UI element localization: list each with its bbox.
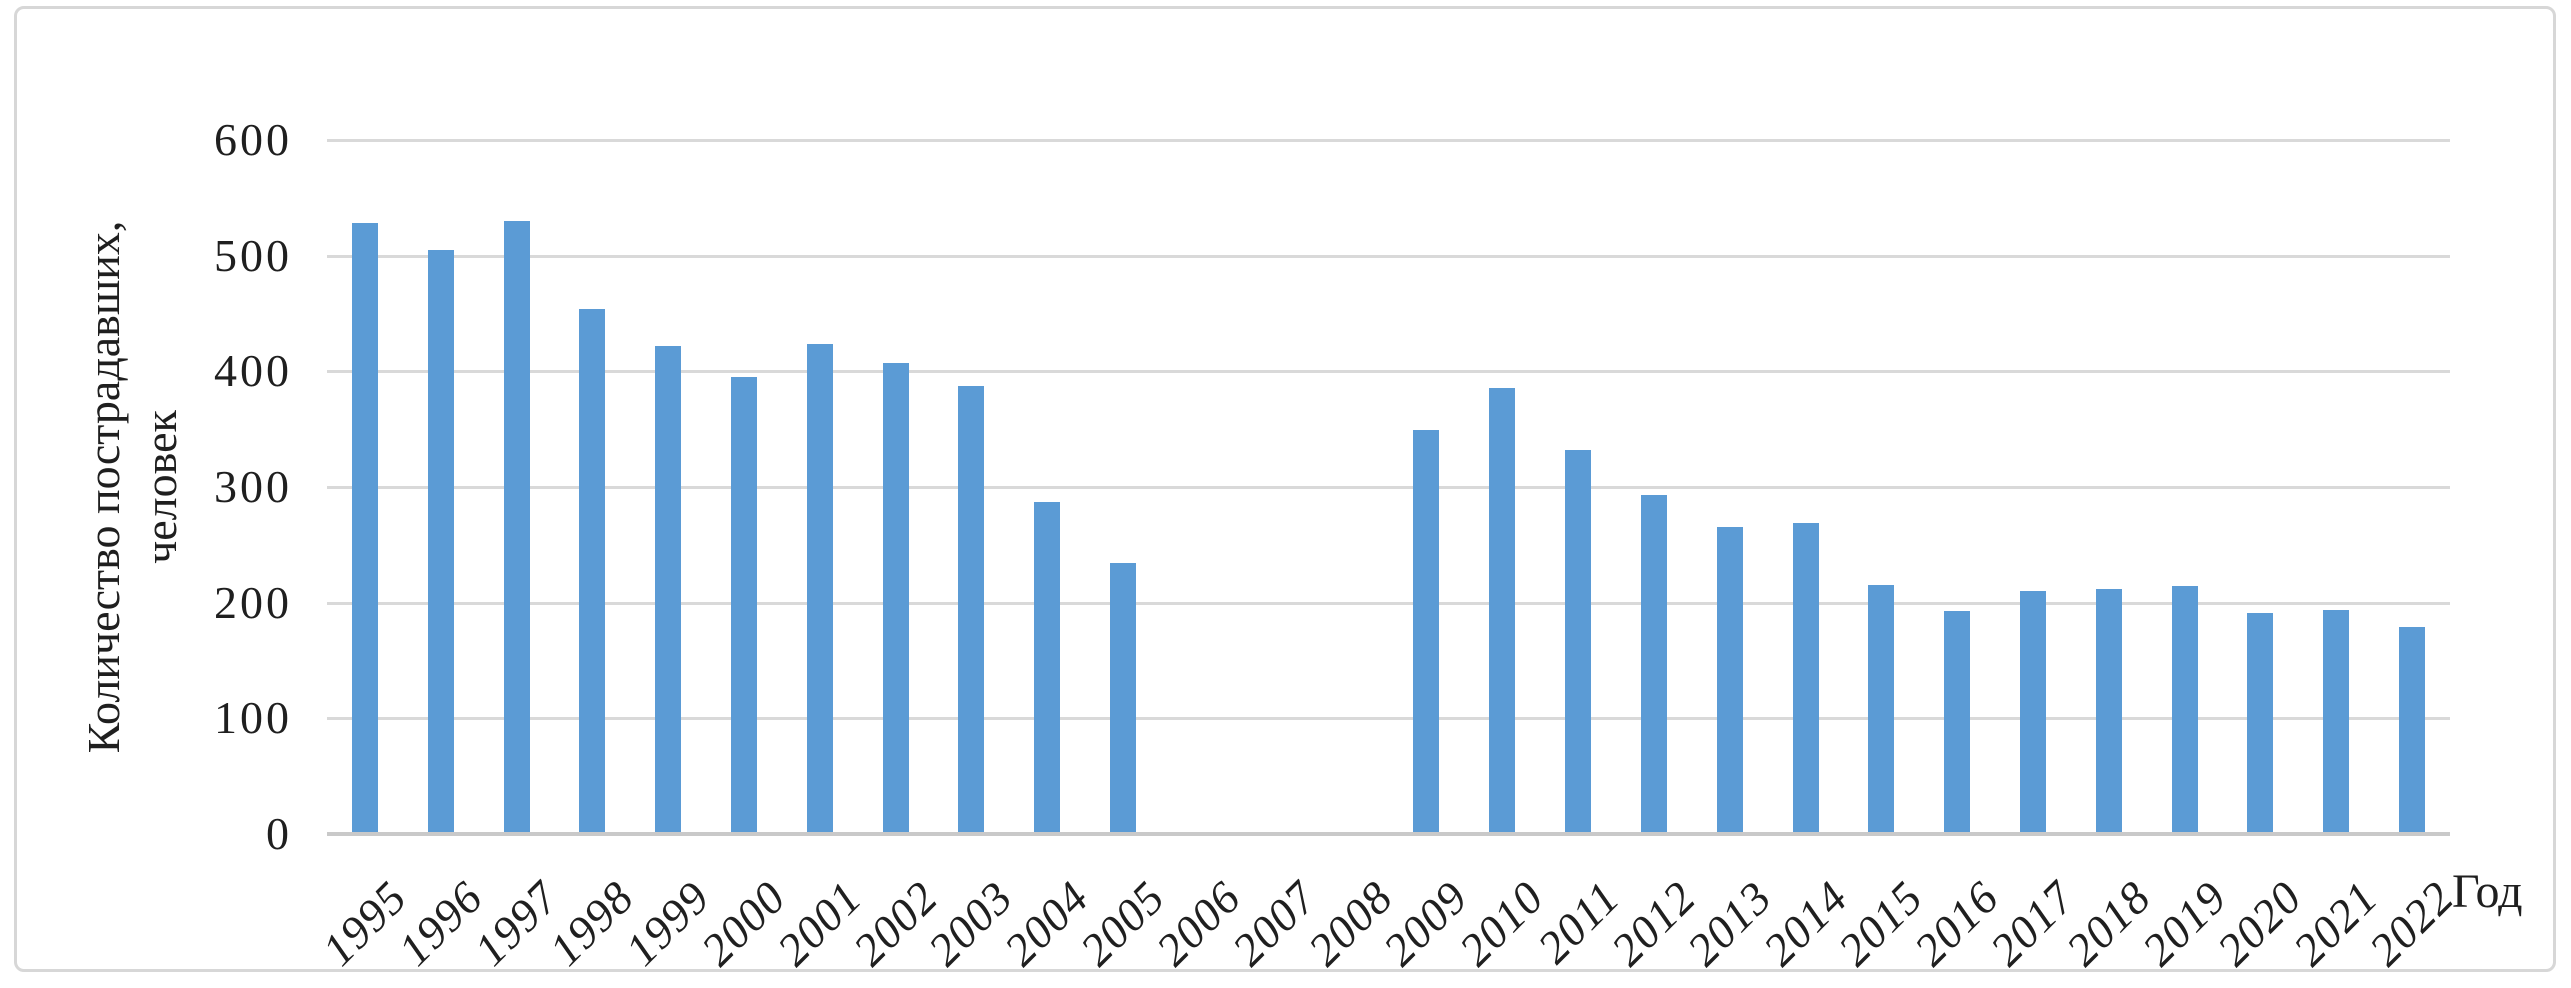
bar-1998 [579, 308, 606, 834]
y-tick-label-400: 400 [214, 345, 292, 397]
bar-2014 [1792, 522, 1819, 834]
bar-2011 [1565, 449, 1592, 834]
bar-2002 [882, 363, 909, 834]
gridline-100 [327, 717, 2450, 721]
gridline-500 [327, 254, 2450, 258]
bar-2022 [2399, 626, 2426, 834]
bar-2016 [1944, 610, 1971, 834]
x-axis-title: Год [2452, 865, 2523, 918]
bar-2000 [731, 377, 758, 834]
gridline-600 [327, 139, 2450, 142]
bar-2021 [2323, 609, 2350, 834]
bar-2019 [2171, 586, 2198, 834]
bar-2001 [806, 343, 833, 834]
bar-1996 [427, 249, 454, 834]
gridline-400 [327, 370, 2450, 374]
bar-2012 [1640, 495, 1667, 834]
y-tick-label-600: 600 [214, 114, 292, 165]
bar-2018 [2095, 588, 2122, 834]
bar-1995 [351, 223, 378, 834]
y-tick-label-0: 0 [266, 808, 292, 859]
bar-2013 [1716, 527, 1743, 834]
y-tick-label-500: 500 [214, 229, 292, 281]
gridline-200 [327, 601, 2450, 605]
y-tick-label-300: 300 [214, 461, 292, 512]
bar-2005 [1110, 563, 1137, 834]
bar-1999 [655, 345, 682, 834]
y-tick-label-100: 100 [214, 692, 292, 744]
y-tick-label-200: 200 [214, 576, 292, 628]
bar-2003 [958, 386, 985, 834]
bar-2010 [1489, 387, 1516, 834]
bar-2004 [1034, 502, 1061, 834]
gridline-300 [327, 486, 2450, 489]
x-axis-line [327, 832, 2450, 836]
bar-2009 [1413, 430, 1440, 834]
bar-2015 [1868, 585, 1895, 834]
bar-2020 [2247, 613, 2274, 834]
bar-1997 [503, 220, 530, 834]
bar-2017 [2019, 591, 2046, 834]
